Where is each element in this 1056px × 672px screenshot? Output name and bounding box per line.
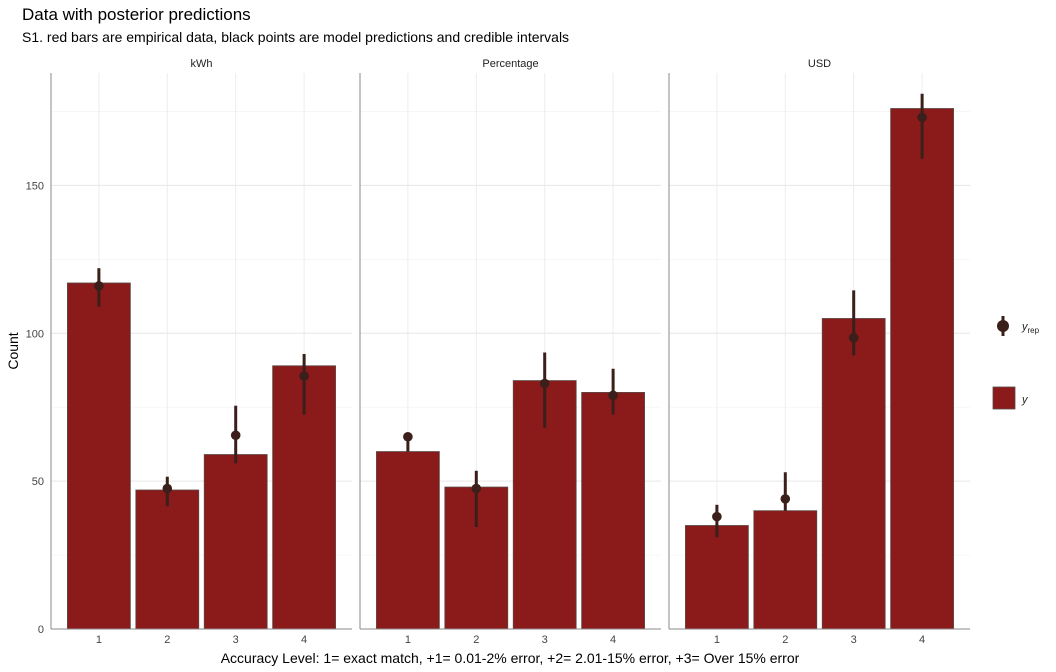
bar <box>890 108 954 630</box>
bar <box>685 525 749 630</box>
prediction-point <box>608 390 618 401</box>
x-tick-label: 4 <box>301 634 307 646</box>
prediction-point <box>917 112 927 123</box>
x-tick-label: 4 <box>610 634 616 646</box>
legend-y-label: y <box>1021 394 1029 406</box>
y-tick-label: 50 <box>32 476 44 488</box>
x-axis-label: Accuracy Level: 1= exact match, +1= 0.01… <box>221 650 800 666</box>
prediction-point <box>471 483 482 494</box>
prediction-point <box>780 494 791 504</box>
bar <box>376 451 440 630</box>
prediction-point <box>848 332 859 343</box>
y-tick-label: 100 <box>26 328 44 340</box>
x-tick-label: 2 <box>782 634 788 646</box>
facet-label-usd: USD <box>808 58 831 70</box>
x-tick-label: 3 <box>233 634 239 646</box>
bar <box>753 510 818 630</box>
legend-yrep-main: y <box>1021 321 1029 333</box>
y-tick-label: 0 <box>38 624 44 636</box>
prediction-point <box>403 431 413 442</box>
bar <box>135 489 200 630</box>
prediction-point <box>299 371 309 381</box>
prediction-point <box>712 511 722 522</box>
facet-label-kwh: kWh <box>191 58 213 70</box>
legend-yrep-label: yrep <box>1021 321 1040 335</box>
legend-y-swatch <box>992 386 1016 410</box>
x-tick-label: 1 <box>96 634 102 646</box>
prediction-point <box>230 430 241 441</box>
bar <box>821 318 886 630</box>
bar <box>203 454 268 630</box>
chart-title: Data with posterior predictions <box>22 5 251 24</box>
chart-subtitle: S1. red bars are empirical data, black p… <box>22 29 570 45</box>
bar <box>581 392 645 630</box>
legend-yrep-sub: rep <box>1028 326 1040 335</box>
x-tick-label: 3 <box>542 634 548 646</box>
prediction-point <box>162 483 173 494</box>
x-tick-label: 4 <box>919 634 925 646</box>
prediction-point <box>94 281 104 291</box>
x-tick-label: 3 <box>851 634 857 646</box>
y-axis-label: Count <box>5 332 21 369</box>
legend-yrep-point <box>997 320 1009 332</box>
x-tick-label: 1 <box>714 634 720 646</box>
facet-label-percentage: Percentage <box>482 58 538 70</box>
x-tick-label: 2 <box>164 634 170 646</box>
bar <box>67 282 131 630</box>
y-tick-label: 150 <box>26 180 44 192</box>
prediction-point <box>539 378 550 389</box>
x-tick-label: 1 <box>405 634 411 646</box>
x-tick-label: 2 <box>473 634 479 646</box>
